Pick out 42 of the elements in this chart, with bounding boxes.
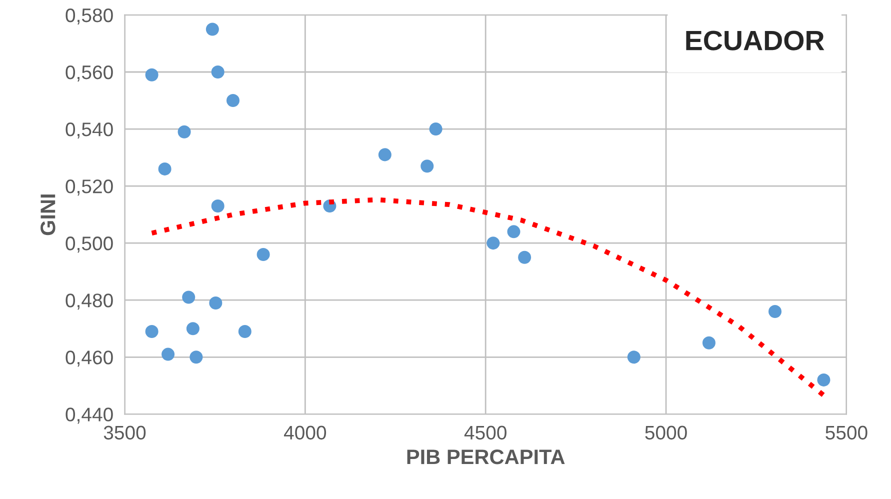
y-tick-label: 0,460 <box>66 350 113 367</box>
y-tick-label: 0,480 <box>66 294 113 310</box>
chart-title: ECUADOR <box>686 30 824 50</box>
x-axis-title: PIB PERCAPITA <box>407 450 565 464</box>
point <box>162 348 175 361</box>
point <box>486 236 500 250</box>
point <box>518 250 532 264</box>
line-series <box>149 197 826 398</box>
y-tick-label: 0,520 <box>66 180 113 196</box>
point <box>378 148 392 162</box>
point <box>206 22 219 36</box>
point <box>226 94 240 108</box>
point <box>182 290 196 304</box>
point <box>190 350 203 364</box>
point <box>186 322 200 336</box>
x-tick-label: 4000 <box>284 426 326 440</box>
point <box>256 248 270 261</box>
point <box>145 324 158 338</box>
point <box>702 336 716 350</box>
y-axis-title: GINI <box>40 194 56 236</box>
point <box>211 65 224 79</box>
point <box>507 225 520 238</box>
y-tick-label: 0,500 <box>66 236 113 253</box>
y-tick-label: 0,560 <box>66 65 113 82</box>
x-tick-label: 4500 <box>464 426 506 440</box>
point <box>158 162 172 176</box>
x-tick-label: 3500 <box>104 426 146 440</box>
x-tick-label: 5000 <box>645 426 687 440</box>
point <box>429 122 442 136</box>
x-tick-label: 5500 <box>826 426 868 440</box>
point <box>145 68 158 82</box>
point <box>209 296 222 310</box>
point <box>768 305 782 318</box>
point <box>817 373 830 386</box>
y-tick-label: 0,540 <box>66 122 113 139</box>
point <box>420 160 434 173</box>
point <box>211 200 224 213</box>
point <box>178 125 191 138</box>
point <box>627 350 640 364</box>
point <box>238 324 252 338</box>
y-tick-label: 0,580 <box>66 8 113 25</box>
y-tick-label: 0,440 <box>66 408 113 424</box>
